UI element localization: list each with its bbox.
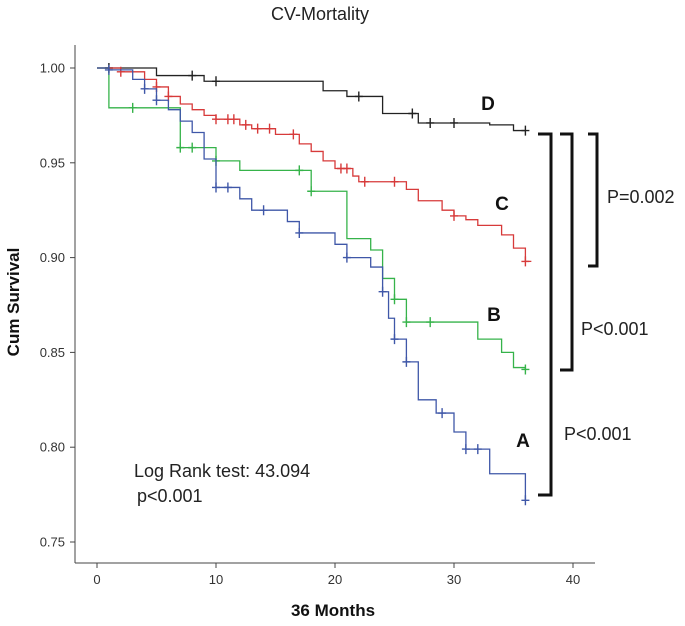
y-ticks: 0.75 0.80 0.85 0.90 0.95 1.00: [40, 61, 75, 550]
censor-mark-c: [360, 176, 369, 187]
survival-curve-c: [97, 67, 532, 263]
censor-mark-c: [450, 210, 458, 221]
p-value-d-a: P<0.001: [564, 424, 632, 444]
censor-mark-c: [342, 163, 351, 174]
censor-mark-a: [104, 64, 113, 75]
log-rank-p-text: p<0.001: [137, 486, 203, 506]
y-tick-label: 0.75: [40, 535, 65, 550]
censor-mark-d: [450, 117, 458, 128]
censor-mark-b: [390, 294, 399, 305]
censor-mark-a: [212, 182, 220, 193]
censor-mark-d: [408, 108, 417, 119]
censor-mark-c: [265, 123, 274, 134]
log-rank-text: Log Rank test: 43.094: [134, 461, 310, 481]
censor-mark-a: [223, 182, 232, 193]
censor-mark-a: [438, 408, 447, 419]
y-tick-label: 0.85: [40, 345, 65, 360]
censor-mark-b: [521, 364, 530, 375]
censor-mark-a: [521, 495, 530, 506]
censor-mark-a: [140, 83, 149, 94]
censor-mark-c: [289, 129, 298, 140]
censor-mark-b: [188, 142, 197, 153]
censor-mark-a: [461, 444, 470, 455]
y-tick-label: 0.95: [40, 155, 65, 170]
y-tick-label: 1.00: [40, 61, 65, 76]
x-tick-label: 20: [328, 572, 342, 587]
x-tick-label: 30: [447, 572, 461, 587]
p-value-d-c: P=0.002: [607, 187, 675, 207]
series-layer: [97, 63, 532, 506]
censor-mark-b: [426, 317, 435, 328]
censor-mark-d: [426, 117, 435, 128]
censor-mark-b: [402, 317, 411, 328]
censor-mark-d: [354, 91, 363, 102]
bracket-d-b: [560, 132, 574, 372]
y-tick-label: 0.90: [40, 250, 65, 265]
y-axis-label: Cum Survival: [4, 248, 23, 357]
censor-mark-d: [212, 76, 220, 87]
censor-mark-c: [116, 66, 125, 77]
x-axis-label: 36 Months: [291, 601, 375, 620]
bracket-d-c: [588, 132, 599, 268]
label-series-b: B: [487, 305, 501, 326]
x-tick-label: 40: [566, 572, 580, 587]
censor-mark-a: [259, 205, 268, 216]
censor-mark-a: [295, 227, 304, 238]
p-value-d-b: P<0.001: [581, 319, 649, 339]
censor-mark-d: [521, 125, 530, 136]
censor-mark-b: [128, 102, 137, 113]
censor-mark-b: [307, 186, 316, 197]
censor-mark-c: [253, 123, 262, 134]
censor-mark-a: [390, 334, 399, 345]
censor-mark-c: [212, 114, 220, 125]
censor-mark-a: [402, 356, 411, 367]
censor-mark-a: [473, 444, 482, 455]
x-tick-label: 10: [209, 572, 223, 587]
y-tick-label: 0.80: [40, 440, 65, 455]
label-series-c: C: [495, 194, 509, 215]
survival-curve-b: [97, 67, 527, 370]
censor-mark-b: [295, 165, 304, 176]
censor-mark-d: [188, 70, 197, 81]
censor-mark-c: [229, 114, 238, 125]
chart-title: CV-Mortality: [271, 4, 369, 24]
censor-mark-a: [342, 252, 351, 263]
censor-mark-a: [152, 95, 161, 106]
label-series-a: A: [516, 431, 530, 452]
survival-curve-a: [97, 67, 527, 501]
label-series-d: D: [481, 94, 495, 115]
censor-mark-a: [378, 286, 387, 297]
censor-mark-c: [521, 256, 530, 267]
bracket-d-a: [538, 132, 553, 497]
censor-mark-c: [390, 176, 399, 187]
censor-mark-c: [241, 119, 250, 130]
survival-curve-d: [97, 67, 526, 132]
x-tick-label: 0: [93, 572, 100, 587]
censor-mark-b: [176, 142, 185, 153]
x-ticks: 0 10 20 30 40: [93, 563, 580, 587]
